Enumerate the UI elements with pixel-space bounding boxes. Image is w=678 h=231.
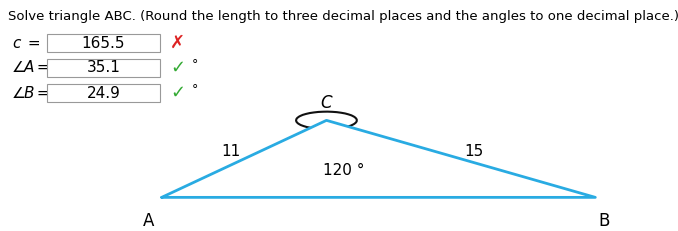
Text: ∠: ∠ [12, 61, 26, 76]
Bar [47, 59, 160, 77]
Text: c: c [12, 36, 20, 51]
Text: ✓: ✓ [170, 84, 185, 102]
Text: °: ° [192, 83, 199, 97]
Text: ✓: ✓ [170, 59, 185, 77]
Text: 11: 11 [222, 144, 241, 159]
Text: 165.5: 165.5 [82, 36, 125, 51]
Text: ✗: ✗ [170, 34, 185, 52]
Text: Solve triangle ABC. (Round the length to three decimal places and the angles to : Solve triangle ABC. (Round the length to… [8, 10, 678, 23]
Text: =: = [32, 85, 49, 100]
Text: B: B [598, 212, 610, 230]
Bar [47, 34, 160, 52]
Bar [47, 84, 160, 102]
Text: =: = [23, 36, 41, 51]
Text: °: ° [192, 58, 199, 72]
Text: 35.1: 35.1 [87, 61, 121, 76]
Text: 15: 15 [464, 144, 483, 159]
Text: 120 °: 120 ° [323, 163, 365, 178]
Text: B: B [24, 85, 35, 100]
Text: A: A [24, 61, 35, 76]
Text: =: = [32, 61, 49, 76]
Text: C: C [321, 94, 332, 112]
Text: 24.9: 24.9 [87, 85, 121, 100]
Text: A: A [143, 212, 155, 230]
Text: ∠: ∠ [12, 85, 26, 100]
